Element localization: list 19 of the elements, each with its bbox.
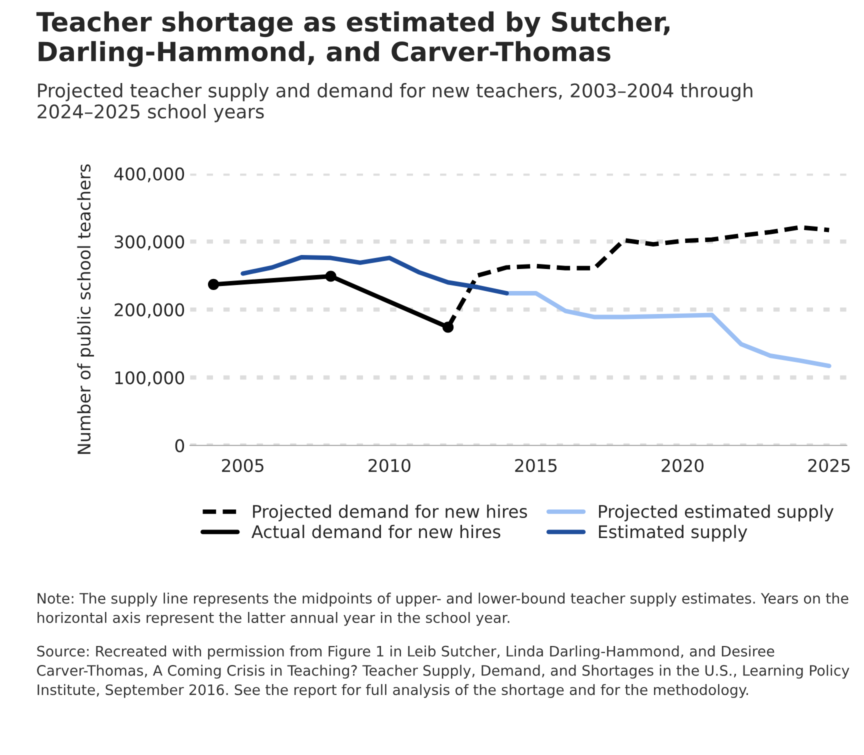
x-tick-label: 2020 bbox=[662, 458, 704, 472]
x-tick-label: 2010 bbox=[368, 458, 410, 472]
y-tick-label: 200,000 bbox=[114, 303, 184, 318]
x-tick-label: 2015 bbox=[515, 458, 557, 472]
chart-subtitle: Projected teacher supply and demand for new teachers, 2003–2004 through 2024–2025 school years bbox=[38, 83, 752, 122]
y-tick-label: 300,000 bbox=[114, 235, 184, 250]
y-tick-label: 0 bbox=[175, 439, 184, 452]
y-axis-title: Number of public school teachers bbox=[77, 164, 94, 454]
legend-label: Projected demand for new hires bbox=[253, 504, 528, 522]
legend-label: Actual demand for new hires bbox=[252, 524, 500, 538]
chart-title: Teacher shortage as estimated by Sutcher, Darling-Hammond, and Carver-Thomas bbox=[36, 11, 670, 67]
text: Note: The supply line represents the midpoints of upper- and lower-bound teacher supply estimates. Years on the horizontal axis represent the latter annual year in the school year. bbox=[38, 592, 848, 626]
y-tick-label: 100,000 bbox=[115, 371, 184, 386]
legend-label: Projected estimated supply bbox=[599, 504, 834, 522]
x-tick-label: 2025 bbox=[808, 458, 850, 472]
x-tick-label: 2005 bbox=[222, 458, 264, 472]
legend-label: Estimated supply bbox=[599, 524, 748, 542]
y-tick-label: 400,000 bbox=[114, 167, 184, 182]
source-note: Source: Recreated with permission from Figure 1 in Leib Sutcher, Linda Darling-Hammond, and Desiree Carver-Thomas, A Coming Crisis in Teaching? Teacher Supply, Demand, and Shortages in the U.S., Learning Policy Institute, September 2016. See the report for full analysis of the shortage and for the methodology. bbox=[37, 646, 850, 698]
